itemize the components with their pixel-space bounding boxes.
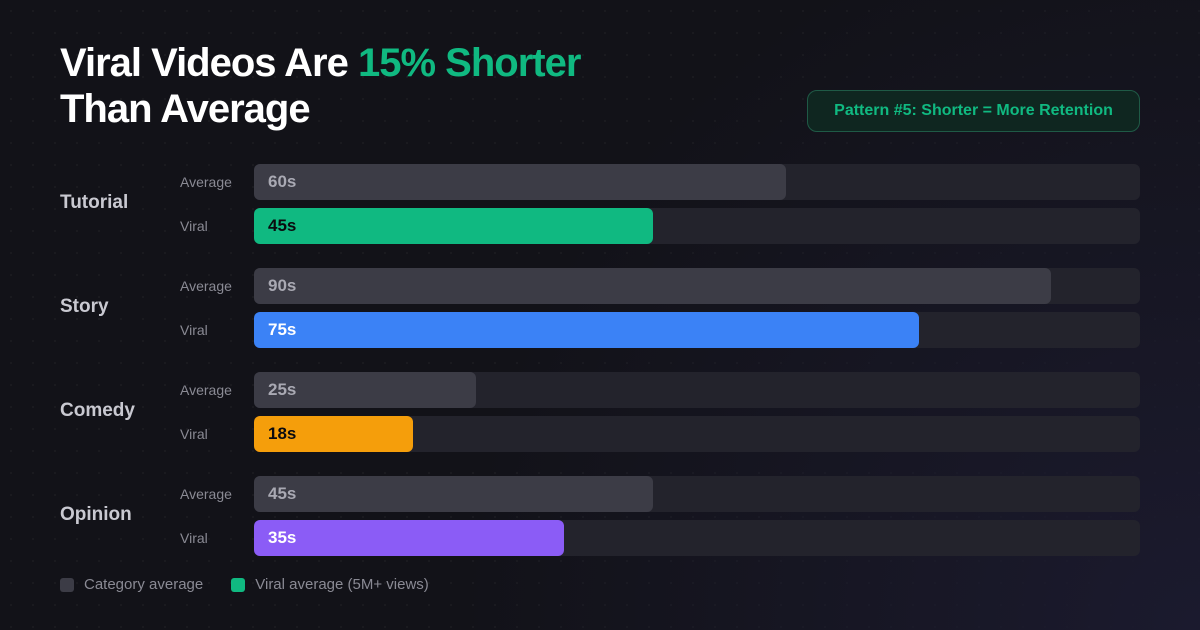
average-bar: 90s bbox=[254, 268, 1052, 304]
viral-row-label: Viral bbox=[180, 426, 208, 442]
legend-item: Viral average (5M+ views) bbox=[231, 576, 429, 593]
average-row-label: Average bbox=[180, 278, 232, 294]
title-part2: Than Average bbox=[60, 87, 311, 131]
average-row-label: Average bbox=[180, 174, 232, 190]
title-part1: Viral Videos Are bbox=[60, 41, 358, 85]
pattern-badge-label: Pattern #5: Shorter = More Retention bbox=[834, 102, 1113, 119]
viral-value-label: 35s bbox=[268, 528, 297, 547]
title-accent: 15% Shorter bbox=[357, 41, 581, 85]
legend-item: Category average bbox=[60, 576, 203, 593]
category-label: Story bbox=[60, 296, 109, 317]
average-value-label: 90s bbox=[268, 276, 297, 295]
average-bar-track: 90s bbox=[254, 268, 1140, 304]
viral-row-label: Viral bbox=[180, 322, 208, 338]
legend-label: Viral average (5M+ views) bbox=[255, 576, 429, 593]
viral-bar: 45s bbox=[254, 208, 653, 244]
pattern-badge: Pattern #5: Shorter = More Retention bbox=[807, 90, 1140, 132]
viral-bar-track: 45s bbox=[254, 208, 1140, 244]
average-bar: 45s bbox=[254, 476, 653, 512]
average-bar: 25s bbox=[254, 372, 476, 408]
average-bar-track: 25s bbox=[254, 372, 1140, 408]
viral-value-label: 45s bbox=[268, 216, 297, 235]
chart-title: Viral Videos Are 15% Shorter Than Averag… bbox=[60, 40, 581, 132]
viral-row-label: Viral bbox=[180, 218, 208, 234]
category-label: Comedy bbox=[60, 400, 135, 421]
average-bar-track: 45s bbox=[254, 476, 1140, 512]
viral-bar: 75s bbox=[254, 312, 919, 348]
average-row-label: Average bbox=[180, 486, 232, 502]
viral-bar-track: 35s bbox=[254, 520, 1140, 556]
average-value-label: 25s bbox=[268, 380, 297, 399]
average-value-label: 60s bbox=[268, 172, 297, 191]
average-bar: 60s bbox=[254, 164, 786, 200]
category-label: Tutorial bbox=[60, 192, 129, 213]
viral-row-label: Viral bbox=[180, 530, 208, 546]
average-bar-track: 60s bbox=[254, 164, 1140, 200]
viral-value-label: 75s bbox=[268, 320, 297, 339]
chart-legend: Category average Viral average (5M+ views… bbox=[60, 576, 457, 593]
viral-bar-track: 18s bbox=[254, 416, 1140, 452]
viral-bar: 35s bbox=[254, 520, 565, 556]
category-label: Opinion bbox=[60, 504, 132, 525]
viral-value-label: 18s bbox=[268, 424, 297, 443]
legend-swatch bbox=[60, 577, 74, 592]
viral-bar-track: 75s bbox=[254, 312, 1140, 348]
viral-bar: 18s bbox=[254, 416, 414, 452]
average-row-label: Average bbox=[180, 382, 232, 398]
legend-swatch bbox=[231, 577, 246, 592]
legend-label: Category average bbox=[84, 576, 204, 593]
average-value-label: 45s bbox=[268, 484, 297, 503]
